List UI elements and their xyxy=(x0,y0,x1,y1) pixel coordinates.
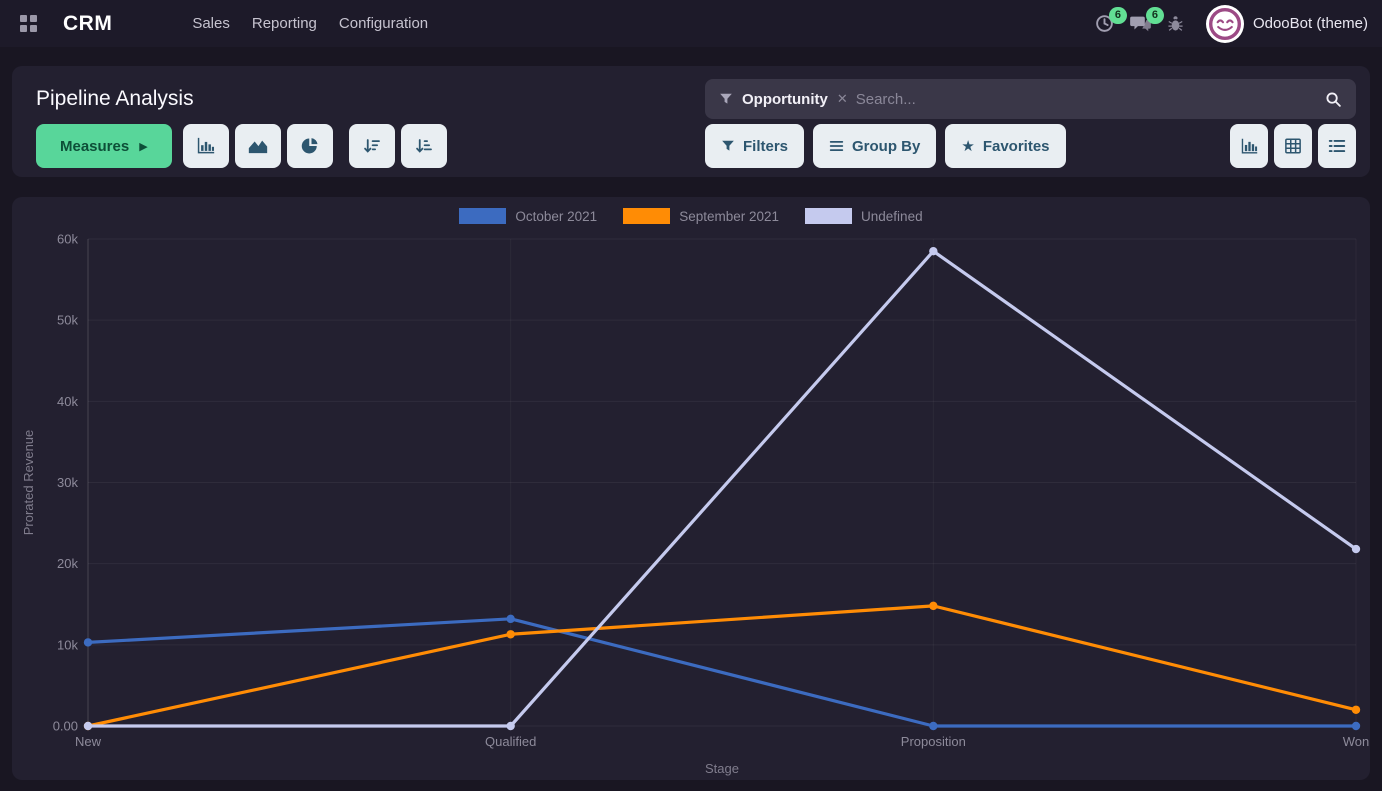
y-tick-label: 0.00 xyxy=(53,719,78,734)
pivot-view-button[interactable] xyxy=(1274,124,1312,168)
debug-button[interactable] xyxy=(1167,15,1184,33)
x-tick-label: New xyxy=(75,734,102,749)
menu-item-sales[interactable]: Sales xyxy=(192,15,230,32)
series-line xyxy=(86,249,1358,728)
sort-descending-button[interactable] xyxy=(348,124,395,168)
activities-button[interactable]: 6 xyxy=(1095,7,1127,33)
y-axis-title: Prorated Revenue xyxy=(21,430,36,536)
list-view-icon xyxy=(1328,139,1346,153)
filter-icon xyxy=(722,140,734,151)
facet-remove-icon[interactable]: ✕ xyxy=(836,91,848,106)
measures-label: Measures xyxy=(60,137,130,155)
view-switcher xyxy=(1230,124,1356,168)
chart-panel: October 2021 September 2021 Undefined New Q… xyxy=(12,197,1370,780)
filters-label: Filters xyxy=(743,137,789,155)
line-chart-button[interactable] xyxy=(234,124,281,168)
search-options: Filters Group By ★ Favorites xyxy=(705,124,1066,168)
clock-icon xyxy=(1096,15,1113,32)
data-point[interactable] xyxy=(929,246,938,256)
legend-label: Undefined xyxy=(861,208,923,224)
bars-icon xyxy=(829,141,844,151)
navbar-systray: 6 6 OdooBot (theme) xyxy=(1095,4,1368,43)
legend-label: September 2021 xyxy=(679,208,780,224)
menu-item-configuration[interactable]: Configuration xyxy=(338,15,429,32)
list-view-button[interactable] xyxy=(1318,124,1356,168)
activities-badge: 6 xyxy=(1108,7,1127,24)
sort-ascending-icon xyxy=(416,139,433,153)
legend-swatch xyxy=(459,208,507,224)
graph-view-button[interactable] xyxy=(1230,124,1268,168)
sort-descending-icon xyxy=(364,139,381,153)
x-axis-title: Stage xyxy=(705,761,739,776)
legend-swatch xyxy=(805,208,853,224)
messages-button[interactable]: 6 xyxy=(1130,7,1164,33)
bar-chart-icon xyxy=(197,137,214,154)
y-tick-label: 30k xyxy=(57,475,78,490)
pipeline-line-chart: New Qualified Proposition Won 0.00 10k 20k 30k 4… xyxy=(21,232,1370,777)
legend-swatch xyxy=(623,208,671,224)
search-bar: Opportunity ✕ xyxy=(705,79,1356,119)
data-point[interactable] xyxy=(929,721,938,731)
sort-group xyxy=(348,124,447,168)
chart-type-group xyxy=(182,124,333,168)
data-point[interactable] xyxy=(506,721,515,731)
y-tick-label: 10k xyxy=(57,637,78,652)
messages-badge: 6 xyxy=(1145,7,1164,24)
data-point[interactable] xyxy=(506,614,515,624)
sort-ascending-button[interactable] xyxy=(400,124,447,168)
bar-chart-button[interactable] xyxy=(182,124,229,168)
pie-chart-button[interactable] xyxy=(286,124,333,168)
app-name[interactable]: CRM xyxy=(63,11,113,35)
search-input[interactable] xyxy=(855,90,1317,108)
data-point[interactable] xyxy=(1351,721,1361,731)
caret-right-icon: ▶ xyxy=(139,140,148,153)
chat-icon xyxy=(1130,16,1151,32)
series-line xyxy=(86,617,1358,728)
data-point[interactable] xyxy=(83,721,93,731)
y-tick-label: 60k xyxy=(57,232,78,247)
x-tick-label: Proposition xyxy=(901,734,966,749)
pivot-view-icon xyxy=(1285,138,1301,154)
group-by-button[interactable]: Group By xyxy=(813,124,937,168)
control-panel: Pipeline Analysis Opportunity ✕ Measures xyxy=(12,66,1370,177)
legend-item[interactable]: Undefined xyxy=(805,208,923,224)
data-point[interactable] xyxy=(83,638,93,647)
filter-funnel-icon xyxy=(720,93,732,104)
y-tick-label: 40k xyxy=(57,394,78,409)
favorites-button[interactable]: ★ Favorites xyxy=(945,124,1066,168)
data-point[interactable] xyxy=(929,601,938,611)
legend-label: October 2021 xyxy=(515,208,598,224)
search-facet: Opportunity ✕ xyxy=(719,91,848,108)
user-menu[interactable]: OdooBot (theme) xyxy=(1205,4,1368,43)
filters-button[interactable]: Filters xyxy=(705,124,805,168)
menu-item-reporting[interactable]: Reporting xyxy=(251,15,317,32)
bug-icon xyxy=(1168,15,1183,31)
chart-legend: October 2021 September 2021 Undefined xyxy=(12,205,1370,227)
y-tick-label: 20k xyxy=(57,556,78,571)
group-by-label: Group By xyxy=(852,137,921,155)
page-title: Pipeline Analysis xyxy=(36,87,194,110)
area-chart-icon xyxy=(248,140,267,153)
x-tick-label: Qualified xyxy=(485,734,536,749)
legend-item[interactable]: September 2021 xyxy=(623,208,779,224)
graph-view-icon xyxy=(1241,138,1257,153)
pie-chart-icon xyxy=(301,138,318,154)
apps-menu-icon[interactable] xyxy=(14,9,43,38)
data-point[interactable] xyxy=(1351,705,1361,714)
star-icon: ★ xyxy=(961,137,975,155)
data-point[interactable] xyxy=(506,630,515,639)
y-tick-label: 50k xyxy=(57,313,78,328)
measures-button[interactable]: Measures ▶ xyxy=(36,124,172,168)
x-tick-label: Won xyxy=(1343,734,1370,749)
data-point[interactable] xyxy=(1351,544,1361,554)
series-line xyxy=(86,604,1358,728)
user-name: OdooBot (theme) xyxy=(1252,15,1368,32)
search-icon[interactable] xyxy=(1325,91,1342,108)
favorites-label: Favorites xyxy=(982,137,1050,155)
facet-label: Opportunity xyxy=(742,90,828,108)
top-navbar: CRM Sales Reporting Configuration 6 6 xyxy=(0,0,1382,47)
odoobot-avatar xyxy=(1205,4,1244,43)
legend-item[interactable]: October 2021 xyxy=(459,208,597,224)
main-menu: Sales Reporting Configuration xyxy=(192,15,428,32)
